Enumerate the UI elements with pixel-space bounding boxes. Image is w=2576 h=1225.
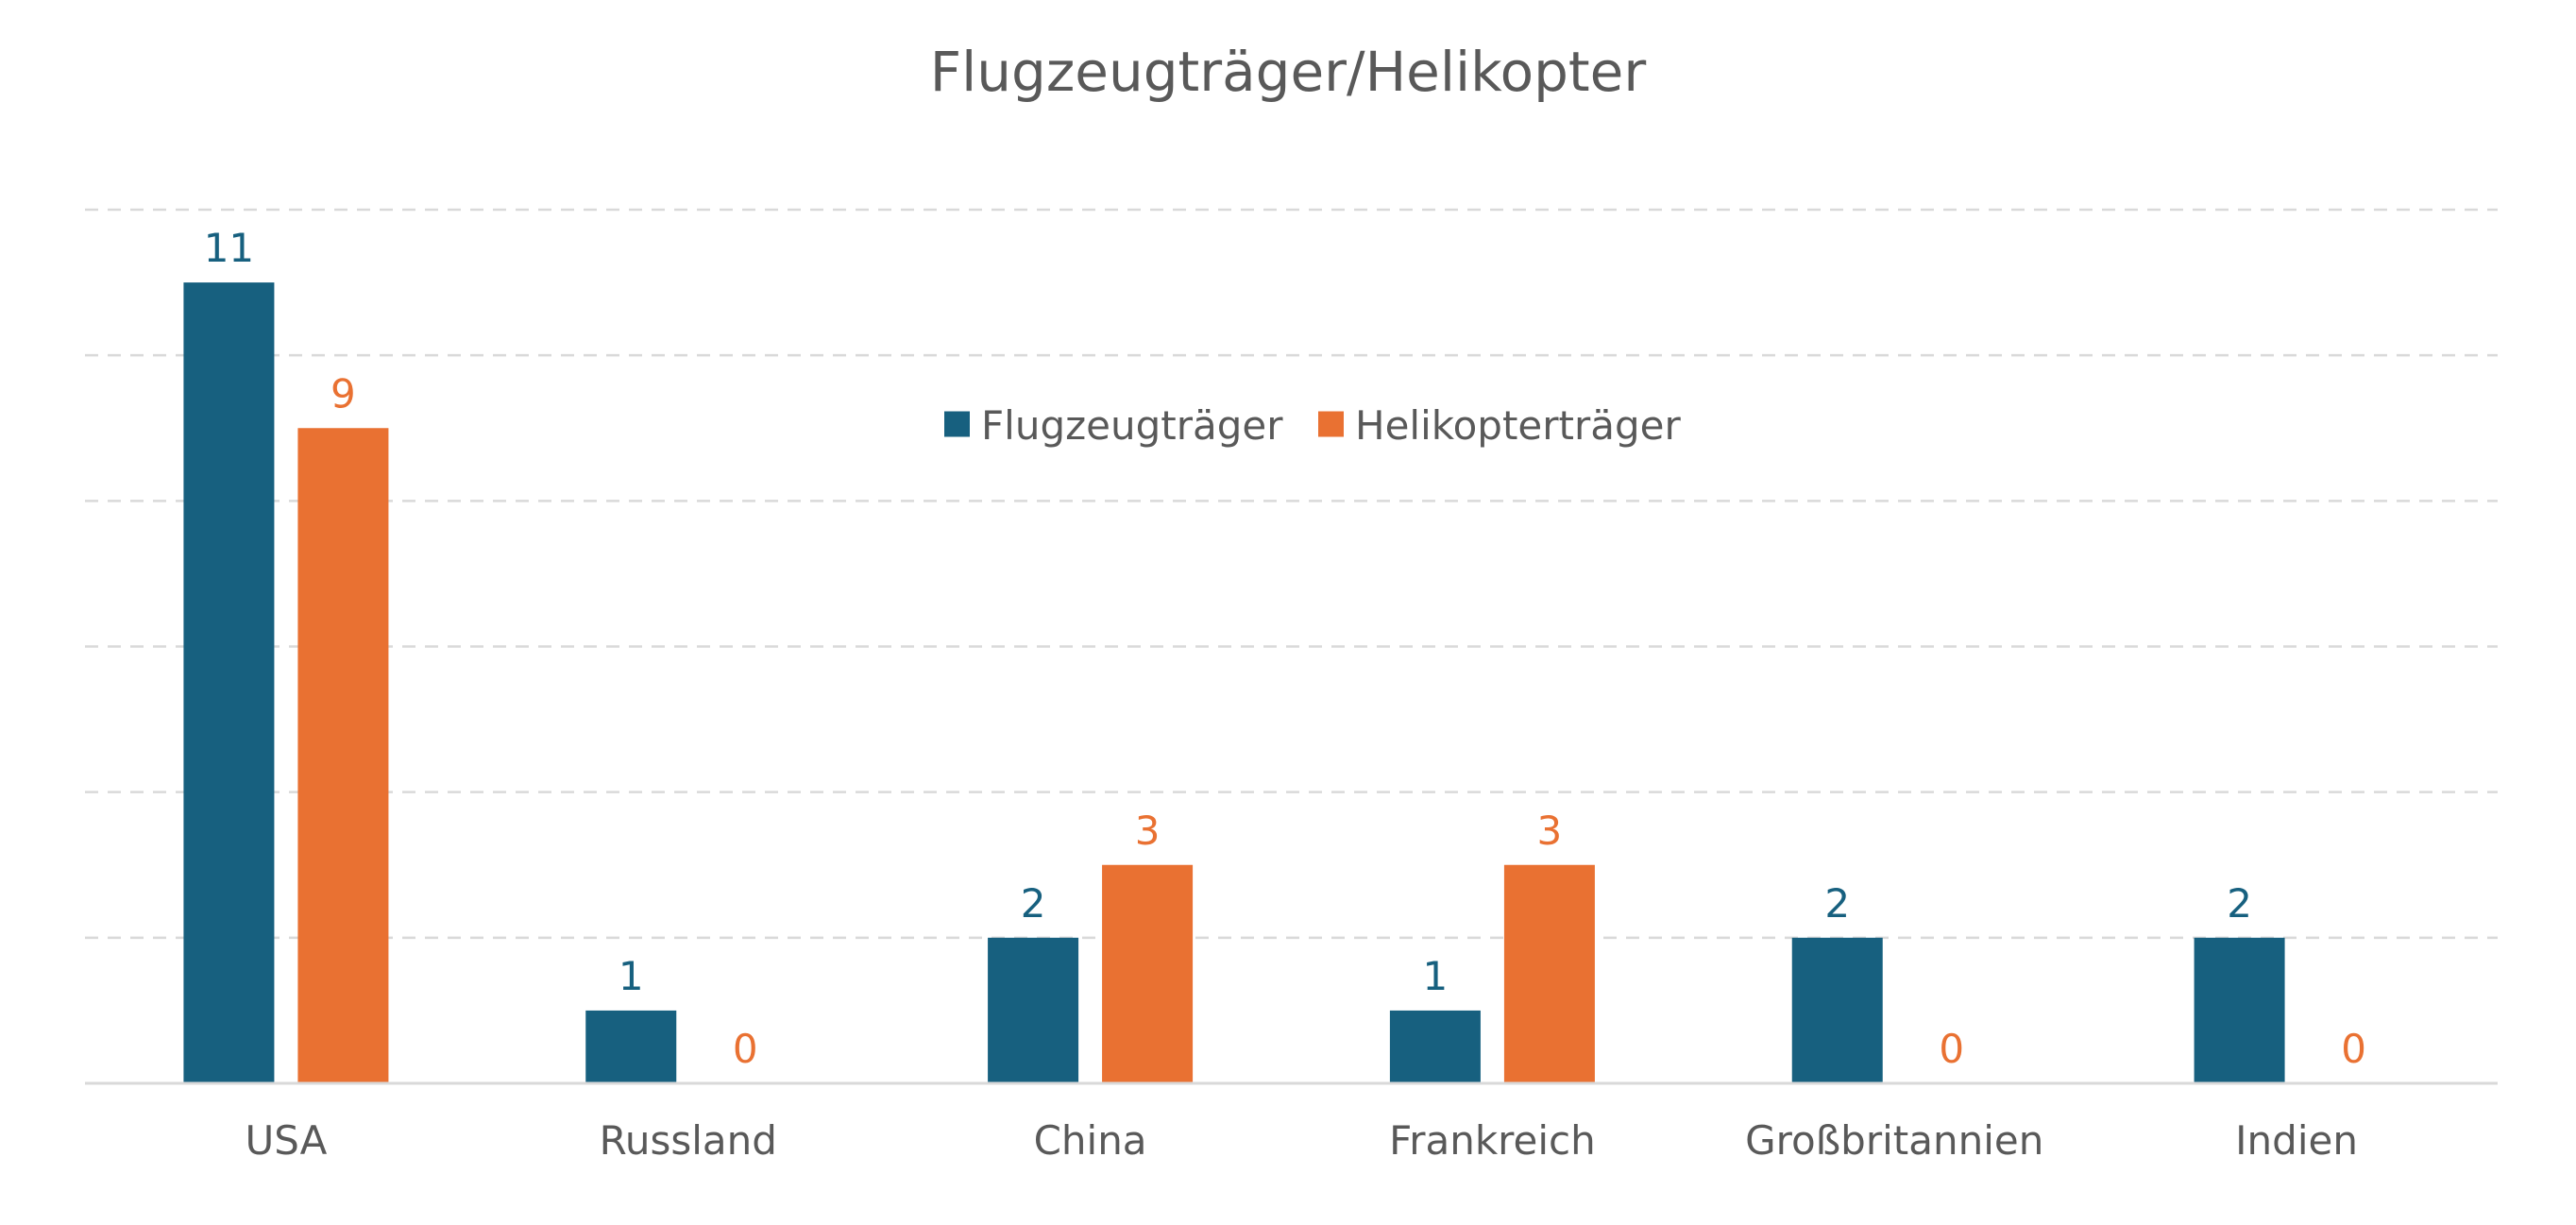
bar [988,937,1079,1083]
data-label: 3 [1135,808,1161,854]
x-tick-label: USA [245,1117,327,1164]
legend-swatch [944,411,970,437]
bars [183,282,2285,1083]
bar [1102,864,1194,1083]
data-label: 0 [1939,1026,1964,1072]
data-label: 0 [2341,1026,2366,1072]
x-tick-label: China [1034,1117,1147,1164]
x-tick-label: Indien [2235,1117,2358,1164]
data-label: 11 [204,225,254,271]
data-label: 2 [2227,880,2252,927]
data-label: 1 [1423,953,1449,999]
bar [297,428,389,1083]
data-label: 2 [1824,880,1850,927]
bar [1389,1010,1481,1083]
data-label: 1 [619,953,644,999]
x-tick-label: Russland [600,1117,777,1164]
bar [1791,937,1883,1083]
bar [2194,937,2285,1083]
chart-title: Flugzeugträger/Helikopter [930,40,1647,104]
legend-label: Helikopterträger [1355,402,1681,449]
x-tick-label: Großbritannien [1745,1117,2043,1164]
legend-label: Flugzeugträger [981,402,1283,449]
grid [85,208,2498,940]
data-label: 3 [1537,808,1563,854]
data-label: 0 [733,1026,758,1072]
bar [585,1010,677,1083]
data-label: 9 [330,370,356,417]
bar [1503,864,1595,1083]
x-axis: USA Russland China Frankreich Großbritannien… [85,1081,2498,1164]
data-label: 2 [1021,880,1046,927]
x-tick-label: Frankreich [1389,1117,1596,1164]
legend: Flugzeugträger Helikopterträger [944,402,1681,449]
bar [183,282,275,1083]
data-labels: 11 9 1 0 2 3 1 3 2 0 2 0 [204,225,2366,1072]
legend-swatch [1318,411,1344,437]
